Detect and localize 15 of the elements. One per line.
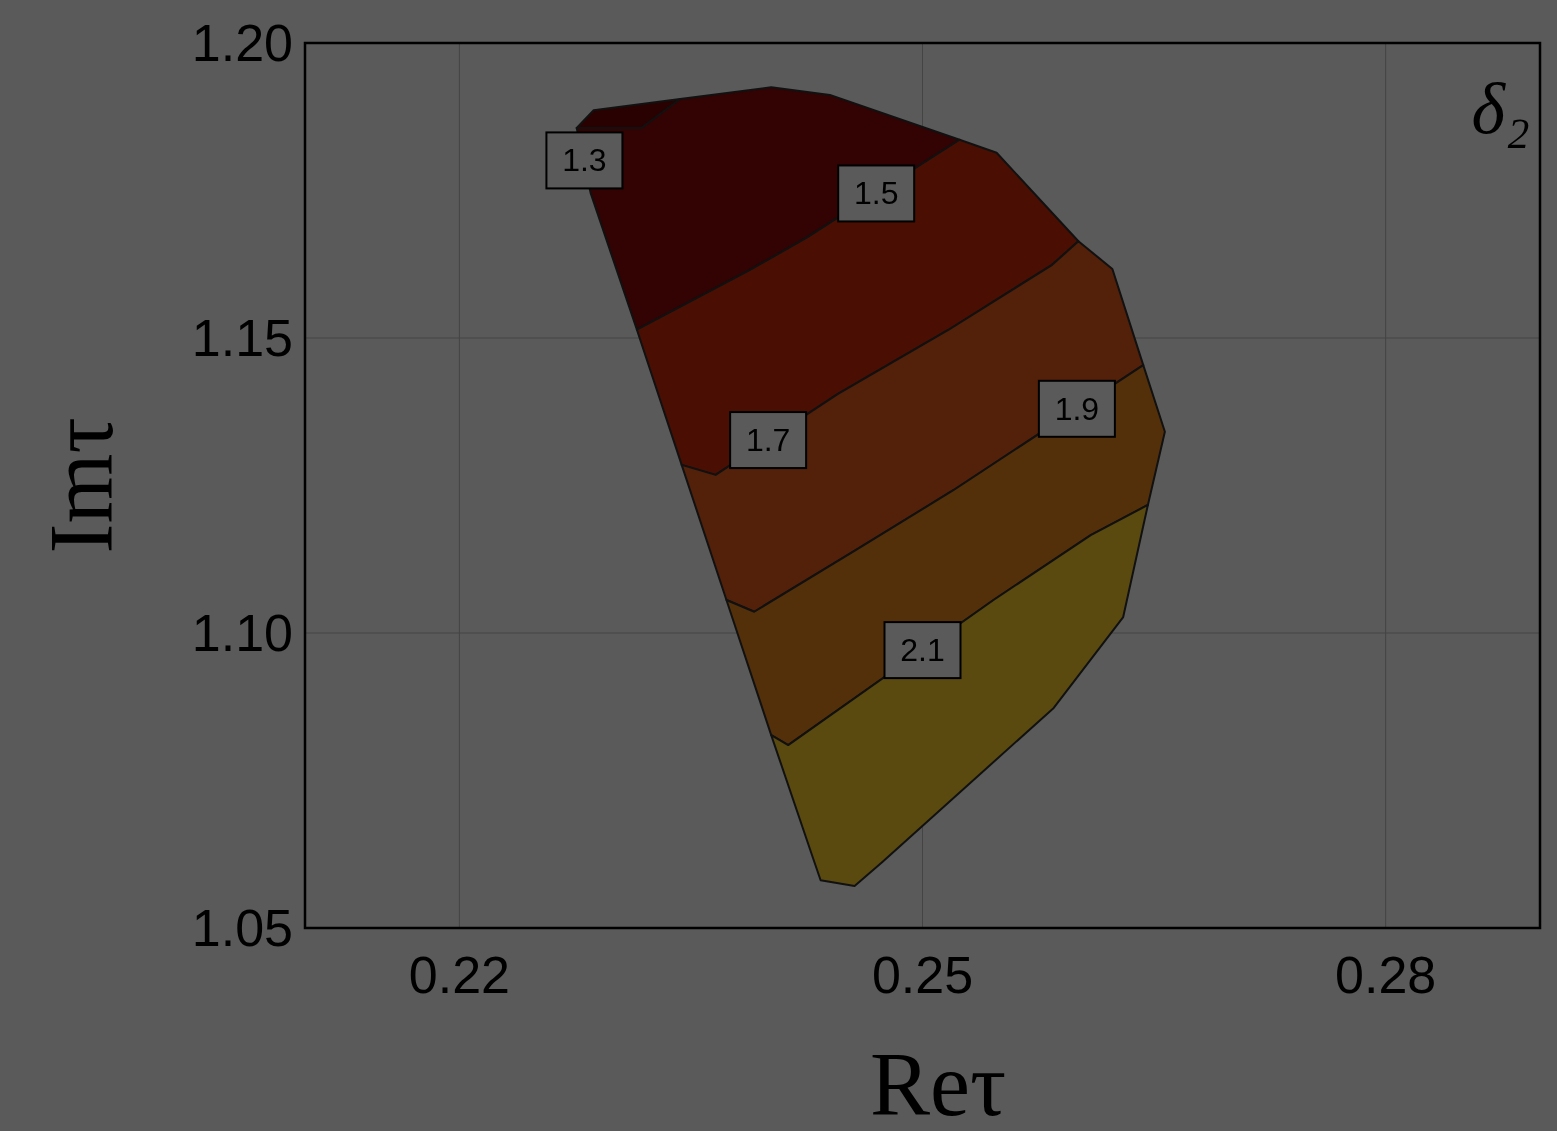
annotation: 1.5	[853, 175, 899, 212]
annotation: 1.3	[562, 142, 607, 179]
annotation: 2.1	[900, 632, 945, 669]
y-tick-label: 1.05	[191, 899, 293, 957]
annotation: 1.7	[745, 422, 791, 459]
chart-title: δ₂	[1471, 69, 1530, 149]
x-axis-title: Reτ	[869, 1035, 1007, 1131]
y-tick-label: 1.15	[191, 309, 293, 367]
x-tick-label: 0.22	[408, 946, 510, 1004]
x-tick-label: 0.28	[1335, 946, 1437, 1004]
x-tick-label: 0.25	[871, 946, 974, 1004]
y-axis-title: Imτ	[32, 417, 131, 554]
y-tick-label: 1.10	[191, 604, 293, 662]
annotation: 1.9	[1054, 390, 1100, 427]
y-tick-label: 1.20	[191, 14, 293, 72]
